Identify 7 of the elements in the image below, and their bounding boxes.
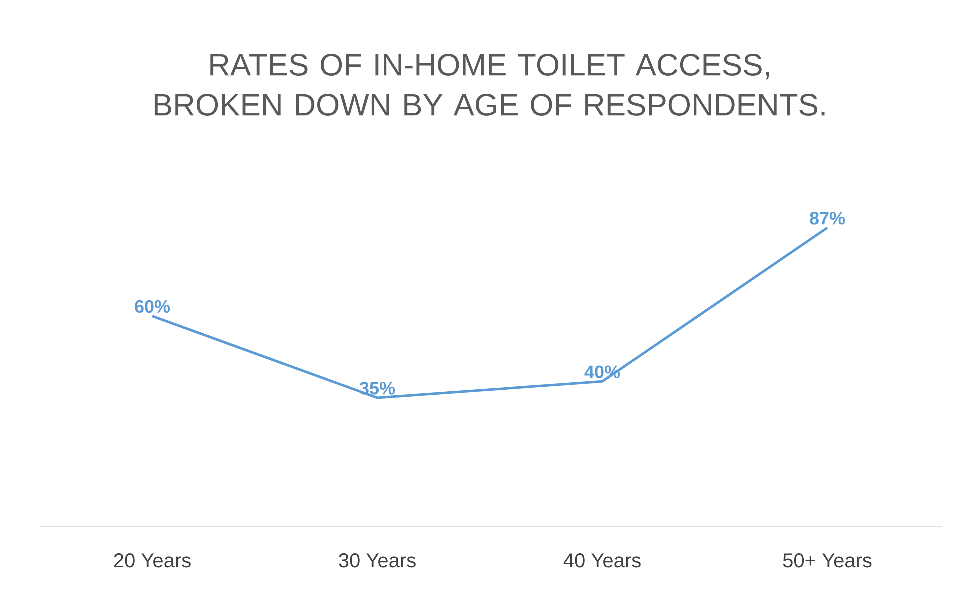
- chart-title: RATES OF IN-HOME TOILET ACCESS, BROKEN DOWN BY AGE OF RESPONDENTS.: [154, 54, 825, 116]
- data-label: 60%: [135, 300, 170, 314]
- x-tick-label: 50+ Years: [783, 554, 872, 568]
- x-tick-label: 30 Years: [339, 554, 416, 568]
- x-tick-label: 40 Years: [564, 554, 641, 568]
- x-tick-label: 20 Years: [114, 554, 191, 568]
- data-label: 87%: [810, 212, 846, 225]
